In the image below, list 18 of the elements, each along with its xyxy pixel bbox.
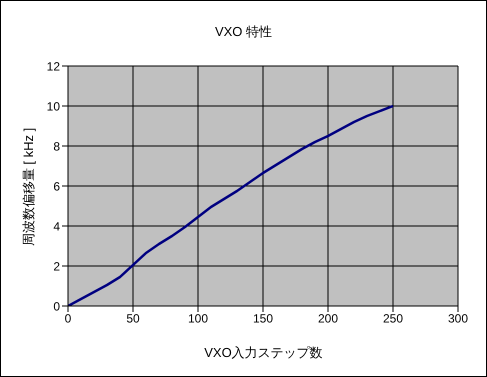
x-tick-label: 250 xyxy=(382,312,404,326)
x-tick-label: 200 xyxy=(318,312,338,326)
y-axis-title: 周波数偏移量 [ kHz ] xyxy=(20,128,37,246)
x-tick-label: 150 xyxy=(252,312,274,326)
line-series xyxy=(68,104,394,306)
chart-title: VXO 特性 xyxy=(214,23,274,41)
y-tick-label: 2 xyxy=(53,259,60,274)
y-tick-label: 6 xyxy=(53,179,60,194)
x-tick-label: 100 xyxy=(188,312,208,326)
y-tick-label: 8 xyxy=(53,139,60,154)
x-tick-label: 50 xyxy=(126,312,140,326)
x-tick-label: 0 xyxy=(64,312,72,326)
y-tick-label: 12 xyxy=(46,59,60,74)
y-tick-label: 10 xyxy=(46,99,60,114)
x-tick-label: 300 xyxy=(448,312,468,326)
y-tick-label: 4 xyxy=(53,219,60,234)
x-axis-title: VXO入力ステップ数 xyxy=(203,344,324,362)
y-tick-label: 0 xyxy=(53,299,60,314)
